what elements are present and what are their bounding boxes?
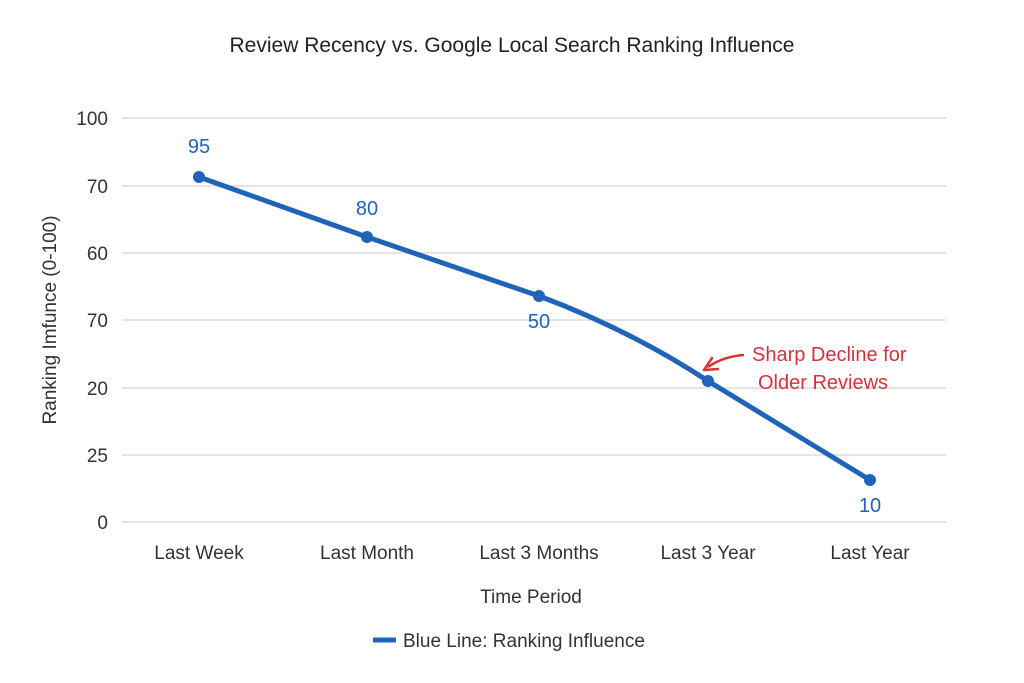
data-point: [361, 231, 373, 243]
x-tick-label: Last Year: [830, 543, 910, 564]
x-tick-label: Last 3 Months: [479, 543, 598, 564]
legend-label: Blue Line: Ranking Influence: [403, 631, 645, 652]
data-label: 95: [188, 136, 210, 158]
data-point: [702, 375, 714, 387]
annotation-arrowhead: [702, 356, 720, 372]
annotation: Sharp Decline for Older Reviews: [702, 344, 907, 394]
annotation-line-1: Sharp Decline for: [752, 344, 907, 366]
y-tick-label: 25: [87, 446, 108, 467]
data-point: [193, 171, 205, 183]
data-label: 50: [528, 311, 550, 333]
y-tick-label: 60: [87, 244, 108, 265]
annotation-arrow: [707, 353, 745, 369]
y-axis-ticks: 0 25 20 70 60 70 100: [76, 109, 108, 534]
x-tick-label: Last Week: [154, 543, 244, 564]
series-ranking-influence: 95 80 50 10: [188, 136, 881, 517]
data-label: 10: [859, 495, 881, 517]
legend: Blue Line: Ranking Influence: [373, 631, 645, 652]
x-tick-label: Last Month: [320, 543, 414, 564]
grid: [122, 117, 946, 523]
chart-title: Review Recency vs. Google Local Search R…: [230, 34, 795, 57]
data-label: 80: [356, 198, 378, 220]
x-tick-label: Last 3 Year: [660, 543, 756, 564]
y-tick-label: 70: [87, 311, 108, 332]
y-tick-label: 0: [97, 513, 108, 534]
y-tick-label: 100: [76, 109, 108, 130]
y-tick-label: 70: [87, 177, 108, 198]
y-axis-label: Ranking Imfunce (0-100): [40, 215, 61, 424]
annotation-line-2: Older Reviews: [758, 372, 888, 394]
data-point: [864, 474, 876, 486]
x-axis-label: Time Period: [480, 587, 582, 608]
x-axis-ticks: Last Week Last Month Last 3 Months Last 3 Y…: [154, 543, 910, 564]
data-point: [533, 290, 545, 302]
y-tick-label: 20: [87, 379, 108, 400]
